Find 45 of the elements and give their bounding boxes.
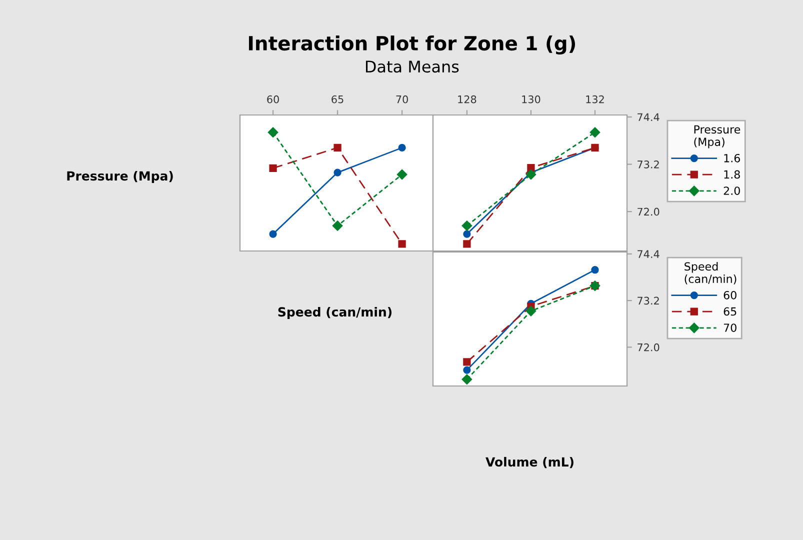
y-tick-label: 73.2 bbox=[638, 296, 659, 305]
legend-title: Speed (can/min) bbox=[684, 262, 736, 284]
chart-subtitle: Data Means bbox=[366, 60, 459, 73]
point bbox=[269, 164, 277, 172]
x-tick-label: 130 bbox=[522, 95, 540, 104]
y-tick-label: 72.0 bbox=[638, 343, 660, 352]
point bbox=[526, 169, 536, 180]
point bbox=[527, 164, 535, 172]
point bbox=[463, 366, 471, 374]
point bbox=[462, 374, 472, 385]
point bbox=[462, 220, 472, 231]
x-tick-label: 65 bbox=[332, 95, 344, 104]
x-axis-title: Volume (mL) bbox=[486, 456, 574, 468]
y-axis-title: Speed (can/min) bbox=[278, 306, 392, 320]
y-tick-label: 73.2 bbox=[638, 160, 659, 168]
point bbox=[463, 240, 471, 248]
legend-label: 2.0 bbox=[724, 186, 740, 195]
point bbox=[396, 169, 408, 180]
legend-title: Pressure (Mpa) bbox=[694, 125, 740, 148]
point bbox=[463, 230, 471, 238]
point bbox=[334, 168, 342, 176]
point bbox=[591, 266, 599, 274]
legend-label: 1.8 bbox=[724, 170, 740, 179]
point bbox=[463, 358, 471, 366]
point bbox=[269, 230, 277, 238]
point bbox=[526, 306, 536, 316]
x-tick-label: 60 bbox=[267, 95, 279, 104]
y-tick-label: 74.4 bbox=[638, 113, 660, 121]
x-tick-label: 132 bbox=[586, 95, 604, 104]
point bbox=[334, 144, 342, 152]
chart-title: Interaction Plot for Zone 1 (g) bbox=[248, 36, 576, 54]
x-tick-label: 70 bbox=[396, 95, 408, 104]
y-tick-label: 74.4 bbox=[638, 250, 660, 258]
point bbox=[332, 220, 343, 231]
legend-label: 1.6 bbox=[724, 154, 740, 162]
point bbox=[398, 240, 406, 248]
point bbox=[590, 127, 600, 138]
x-tick-label: 128 bbox=[458, 95, 476, 104]
y-axis-title: Pressure (Mpa) bbox=[67, 170, 173, 184]
legend-label: 60 bbox=[724, 290, 736, 300]
y-tick-label: 72.0 bbox=[638, 208, 660, 216]
legend-label: 65 bbox=[724, 307, 736, 316]
legend-label: 70 bbox=[724, 324, 736, 332]
point bbox=[398, 144, 406, 152]
point bbox=[268, 127, 278, 138]
